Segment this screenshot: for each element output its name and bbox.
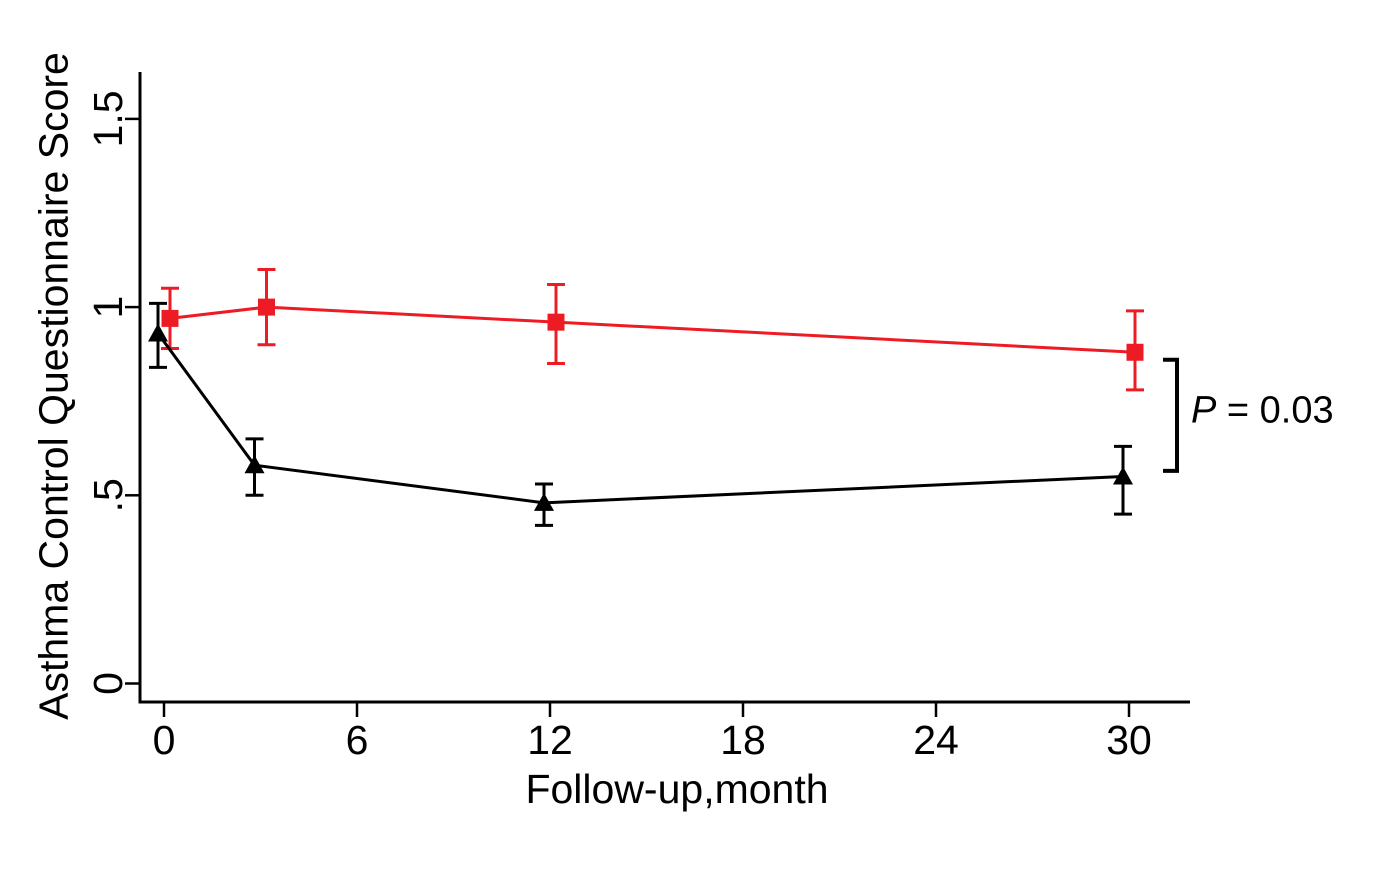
square-marker bbox=[258, 298, 276, 316]
x-tick-label: 24 bbox=[913, 717, 959, 763]
y-tick-label: 1.5 bbox=[85, 90, 131, 147]
y-tick-label: 0 bbox=[85, 672, 131, 695]
series-black-triangles bbox=[148, 301, 1134, 527]
p-symbol: P bbox=[1191, 389, 1217, 432]
x-tick-label: 12 bbox=[527, 717, 573, 763]
series-line bbox=[156, 332, 1124, 505]
square-marker bbox=[547, 313, 565, 331]
square-marker bbox=[1126, 343, 1144, 361]
triangle-marker bbox=[534, 492, 555, 511]
p-value-annotation: P = 0.03 bbox=[1191, 390, 1334, 433]
series-red-squares bbox=[161, 267, 1145, 392]
triangle-marker bbox=[1113, 466, 1134, 485]
p-value-text: = 0.03 bbox=[1216, 389, 1334, 432]
series-line bbox=[169, 305, 1136, 354]
triangle-marker bbox=[148, 323, 168, 342]
x-tick-label: 30 bbox=[1106, 717, 1152, 763]
x-tick-label: 6 bbox=[346, 717, 369, 763]
triangle-marker bbox=[244, 455, 265, 474]
x-axis-title: Follow-up,month bbox=[525, 766, 829, 812]
significance-bracket bbox=[1163, 357, 1179, 473]
x-tick-label: 18 bbox=[720, 717, 766, 763]
square-marker bbox=[161, 309, 179, 327]
y-tick-label: .5 bbox=[85, 478, 131, 512]
x-tick-label: 0 bbox=[153, 717, 176, 763]
y-axis-title: Asthma Control Questionnaire Score bbox=[30, 52, 77, 720]
y-tick-label: 1 bbox=[85, 296, 131, 319]
